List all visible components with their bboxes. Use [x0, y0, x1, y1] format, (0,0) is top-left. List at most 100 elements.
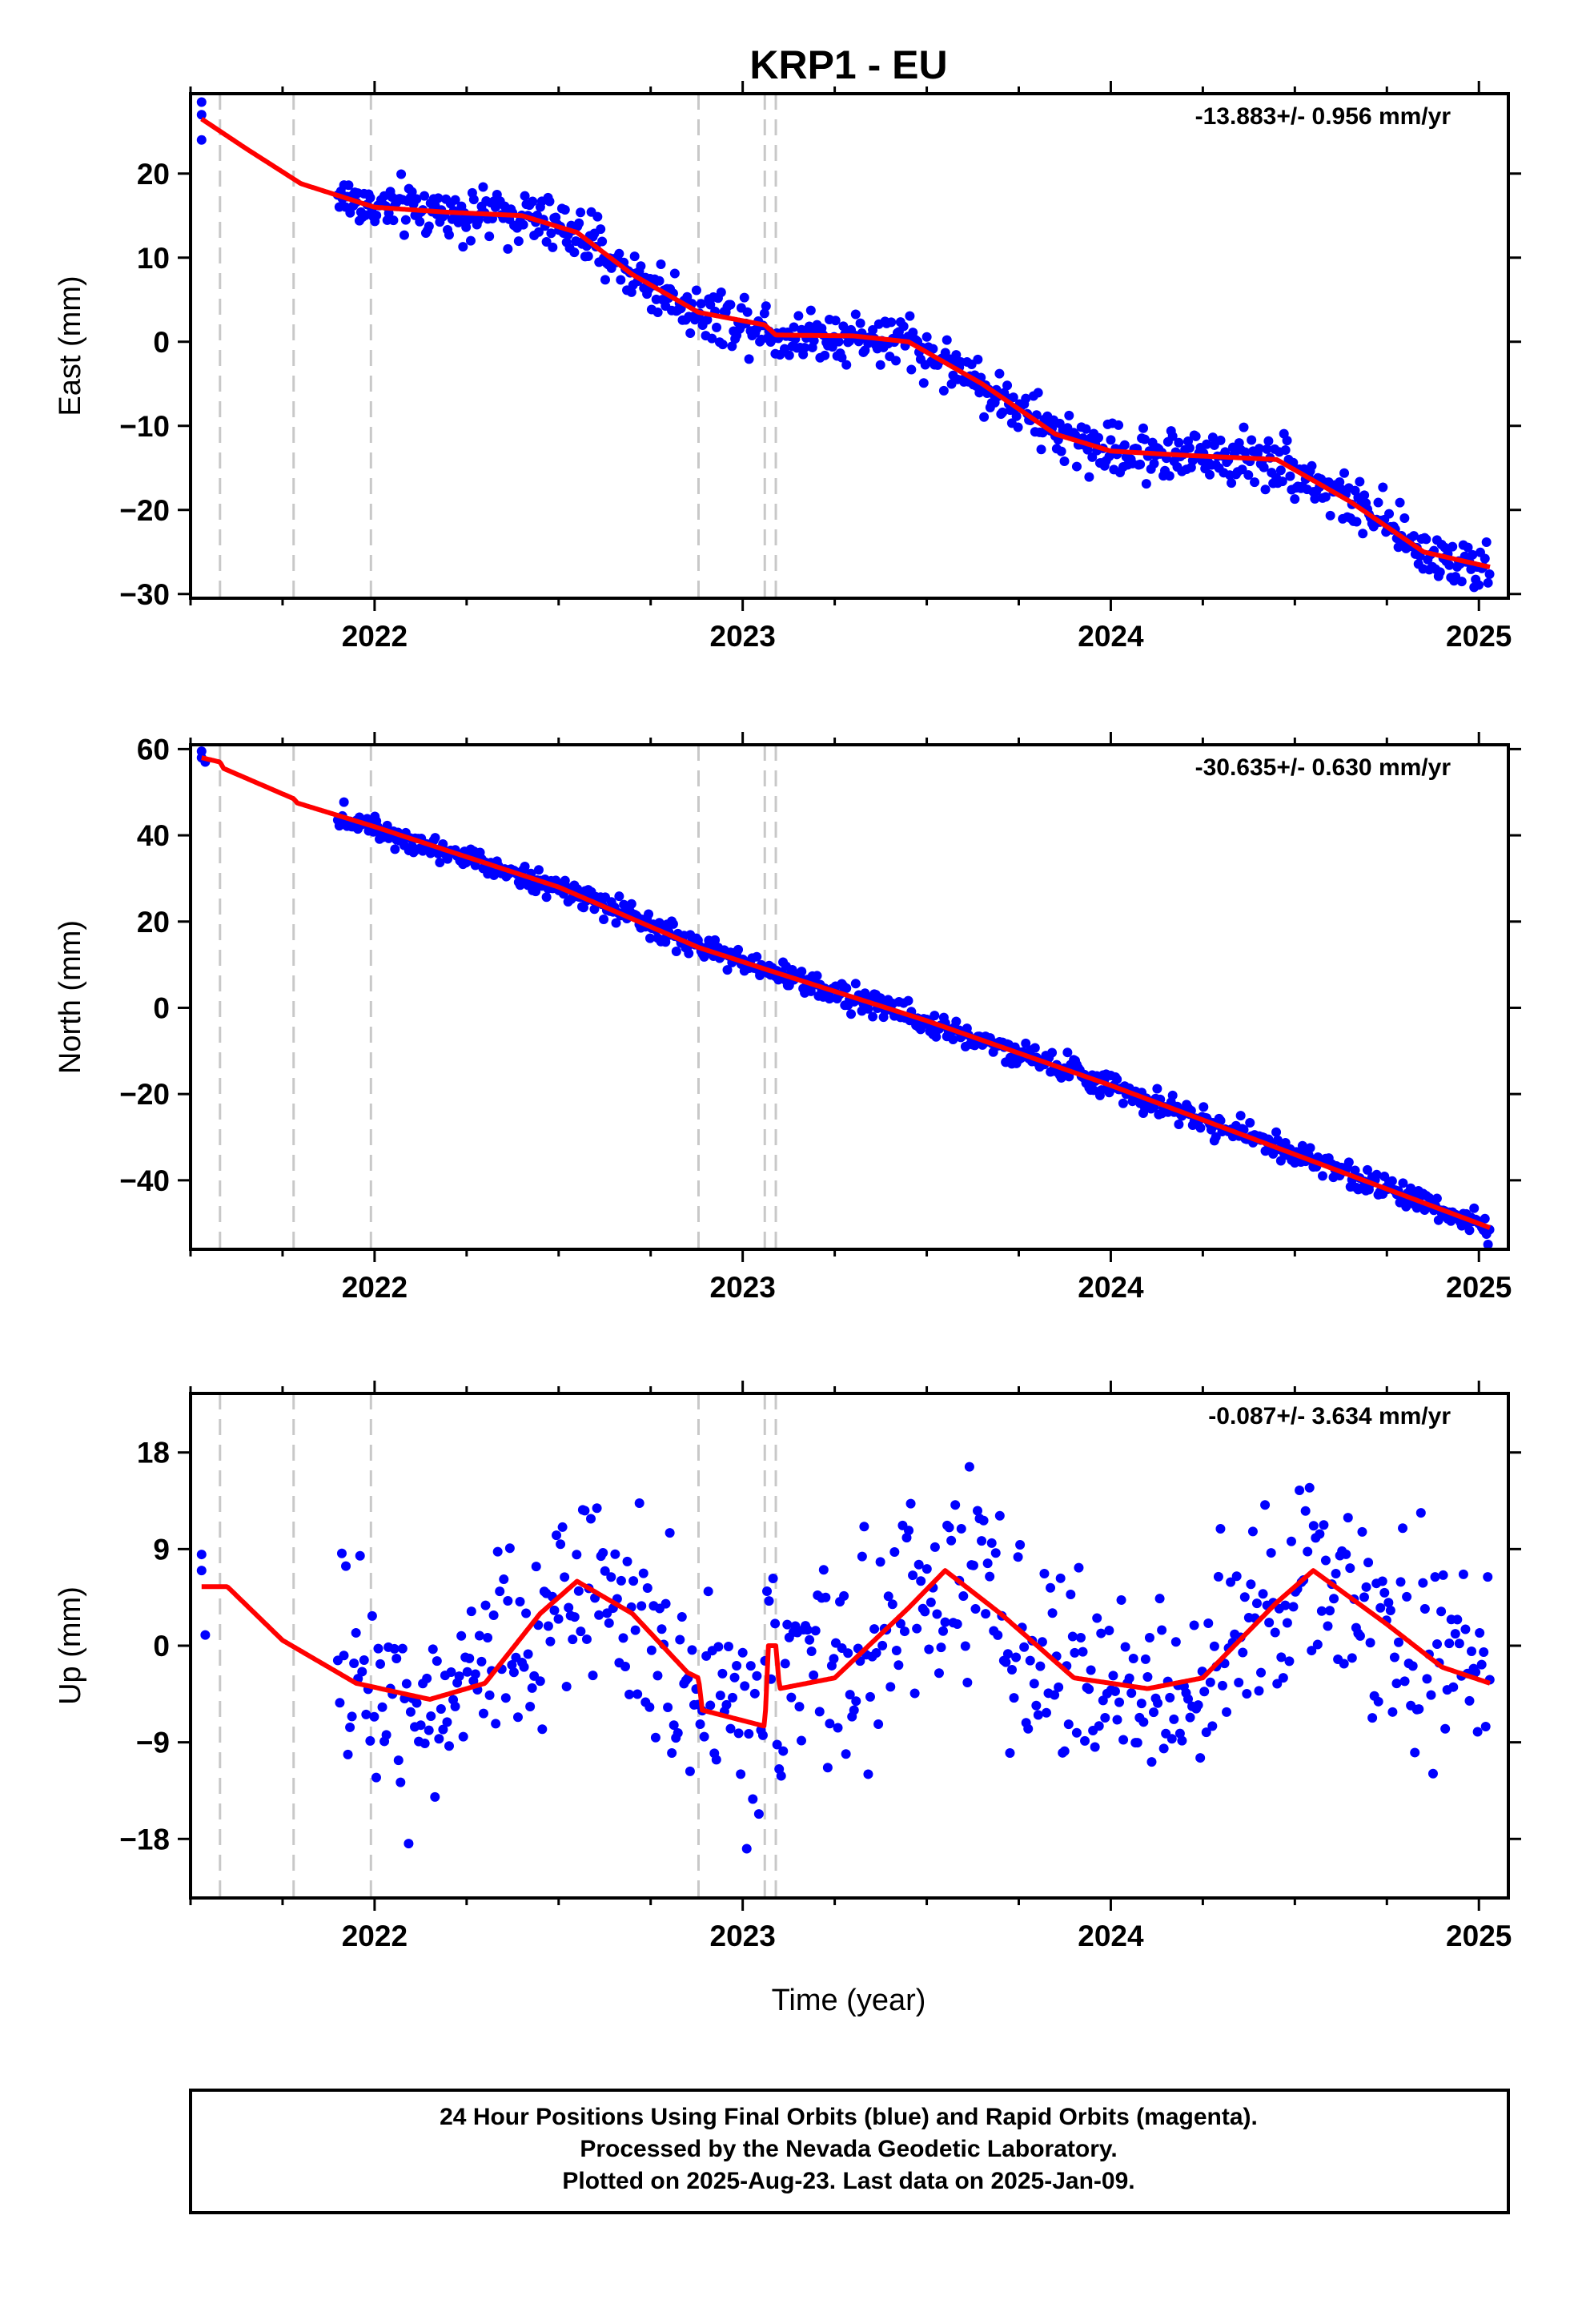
- data-point: [1286, 1536, 1296, 1546]
- data-point: [1191, 431, 1201, 441]
- data-point: [343, 1749, 353, 1759]
- data-point: [952, 1618, 962, 1629]
- data-point: [1280, 1600, 1291, 1610]
- data-point: [951, 1016, 962, 1027]
- data-point: [1373, 1696, 1383, 1707]
- data-point: [982, 1558, 993, 1569]
- x-tick-label: 2024: [1078, 1920, 1144, 1952]
- data-point: [1343, 1513, 1353, 1523]
- data-point: [592, 211, 603, 222]
- data-point: [805, 1634, 815, 1645]
- data-point: [675, 1634, 685, 1645]
- data-point: [1082, 444, 1093, 455]
- data-point: [968, 1560, 978, 1570]
- data-point: [630, 1625, 640, 1635]
- data-point: [1033, 1710, 1043, 1720]
- data-point: [196, 97, 207, 107]
- data-point: [345, 1722, 355, 1732]
- data-point: [711, 1755, 721, 1765]
- data-point: [1272, 1679, 1283, 1689]
- data-point: [728, 1692, 738, 1703]
- data-point: [805, 305, 816, 316]
- data-point: [1114, 420, 1124, 430]
- data-point: [1358, 529, 1368, 539]
- data-point: [1367, 1713, 1378, 1723]
- data-point: [871, 1648, 881, 1659]
- data-point: [1472, 1727, 1483, 1737]
- data-point: [753, 1809, 764, 1819]
- data-point: [1096, 1628, 1106, 1638]
- data-point: [736, 1769, 746, 1779]
- data-point: [1104, 451, 1114, 461]
- data-point: [1084, 472, 1094, 482]
- data-point: [600, 275, 610, 285]
- data-point: [993, 1630, 1003, 1640]
- data-point: [397, 1643, 408, 1654]
- data-point: [569, 247, 580, 258]
- data-point: [636, 1601, 647, 1611]
- data-point: [614, 891, 624, 902]
- data-point: [1440, 1723, 1451, 1734]
- data-point: [574, 218, 584, 228]
- data-point: [934, 1668, 944, 1679]
- data-point: [780, 1659, 790, 1669]
- data-point: [921, 1564, 932, 1574]
- data-point: [1025, 1655, 1035, 1666]
- data-point: [196, 1566, 207, 1576]
- data-point: [1154, 1594, 1165, 1604]
- data-point: [776, 1771, 786, 1781]
- data-point: [1075, 1633, 1086, 1643]
- y-tick-label: 9: [153, 1533, 170, 1566]
- data-point: [990, 1548, 1001, 1558]
- data-point: [695, 1719, 705, 1729]
- data-point: [1312, 1639, 1323, 1650]
- data-point: [809, 1670, 819, 1680]
- x-tick-label: 2022: [342, 620, 408, 653]
- y-tick-label: 40: [137, 819, 170, 852]
- data-point: [1408, 531, 1419, 541]
- data-point: [626, 899, 636, 909]
- data-point: [1262, 444, 1272, 454]
- data-point: [1128, 1653, 1138, 1663]
- data-point: [462, 1667, 472, 1677]
- data-point: [424, 221, 434, 231]
- data-point: [986, 1538, 997, 1548]
- data-point: [507, 1659, 517, 1670]
- data-point: [438, 1724, 448, 1735]
- data-point: [656, 1624, 667, 1634]
- data-point: [663, 1703, 673, 1713]
- data-point: [405, 1707, 416, 1717]
- data-point: [1307, 1646, 1317, 1656]
- data-point: [857, 1551, 867, 1562]
- data-point: [1339, 468, 1350, 478]
- data-point: [1008, 392, 1018, 403]
- data-point: [1153, 1698, 1163, 1708]
- data-point: [1169, 1714, 1179, 1724]
- data-point: [671, 946, 681, 956]
- data-point: [1447, 541, 1458, 552]
- data-point: [512, 1712, 523, 1723]
- data-point: [685, 1766, 695, 1776]
- data-point: [632, 1689, 643, 1699]
- data-point: [393, 1755, 404, 1766]
- data-point: [446, 1667, 456, 1678]
- data-point: [906, 364, 917, 375]
- data-point: [1363, 1558, 1374, 1568]
- data-point: [905, 1498, 916, 1509]
- data-point: [1242, 1688, 1252, 1699]
- data-point: [1258, 1589, 1268, 1599]
- data-point: [1138, 1717, 1149, 1727]
- data-point: [491, 1719, 501, 1729]
- data-point: [981, 1609, 991, 1619]
- x-tick-label: 2022: [342, 1920, 408, 1952]
- data-point: [1415, 1508, 1426, 1518]
- data-point: [717, 340, 728, 350]
- data-point: [1414, 1704, 1424, 1715]
- data-point: [478, 1708, 488, 1719]
- data-point: [1475, 1628, 1485, 1638]
- data-point: [1239, 1592, 1250, 1602]
- x-tick-label: 2025: [1446, 1920, 1512, 1952]
- data-point: [1239, 422, 1249, 432]
- data-point: [1059, 1746, 1070, 1756]
